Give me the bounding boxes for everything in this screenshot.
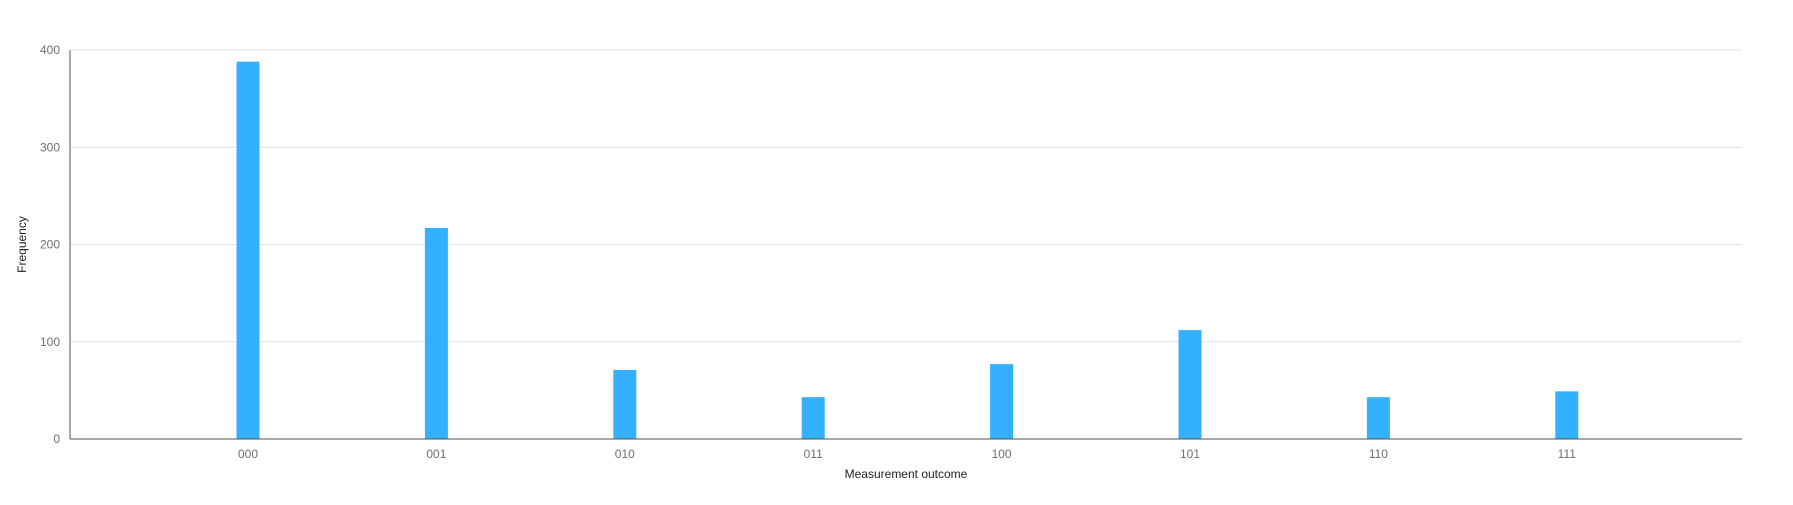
bars (236, 61, 1579, 440)
bar-101[interactable] (1178, 330, 1202, 439)
bar-100[interactable] (990, 364, 1014, 439)
x-tick-label-010: 010 (615, 447, 635, 461)
x-tick-label-000: 000 (238, 447, 258, 461)
x-tick-label-111: 111 (1558, 447, 1577, 461)
x-axis-title: Measurement outcome (845, 467, 968, 481)
x-tick-label-101: 101 (1180, 447, 1200, 461)
bar-111[interactable] (1555, 391, 1579, 439)
x-tick-labels: 000 001 010 011 100 101 110 111 (238, 447, 1576, 461)
y-tick-label-400: 400 (40, 43, 60, 57)
y-tick-label-200: 200 (40, 238, 60, 252)
bar-000[interactable] (236, 61, 260, 440)
x-tick-label-110: 110 (1369, 447, 1388, 461)
y-tick-label-300: 300 (40, 140, 60, 154)
bar-001[interactable] (424, 227, 448, 439)
y-axis-title: Frequency (15, 216, 29, 273)
x-tick-label-100: 100 (992, 447, 1012, 461)
bar-110[interactable] (1366, 397, 1390, 439)
gridlines (70, 49, 1742, 343)
x-tick-label-001: 001 (426, 447, 446, 461)
bar-011[interactable] (801, 397, 825, 439)
bar-010[interactable] (613, 369, 637, 439)
y-tick-label-100: 100 (40, 335, 60, 349)
x-tick-label-011: 011 (804, 447, 823, 461)
y-tick-label-0: 0 (53, 432, 60, 446)
y-tick-labels: 0 100 200 300 400 (40, 43, 60, 446)
axes (69, 50, 1742, 440)
